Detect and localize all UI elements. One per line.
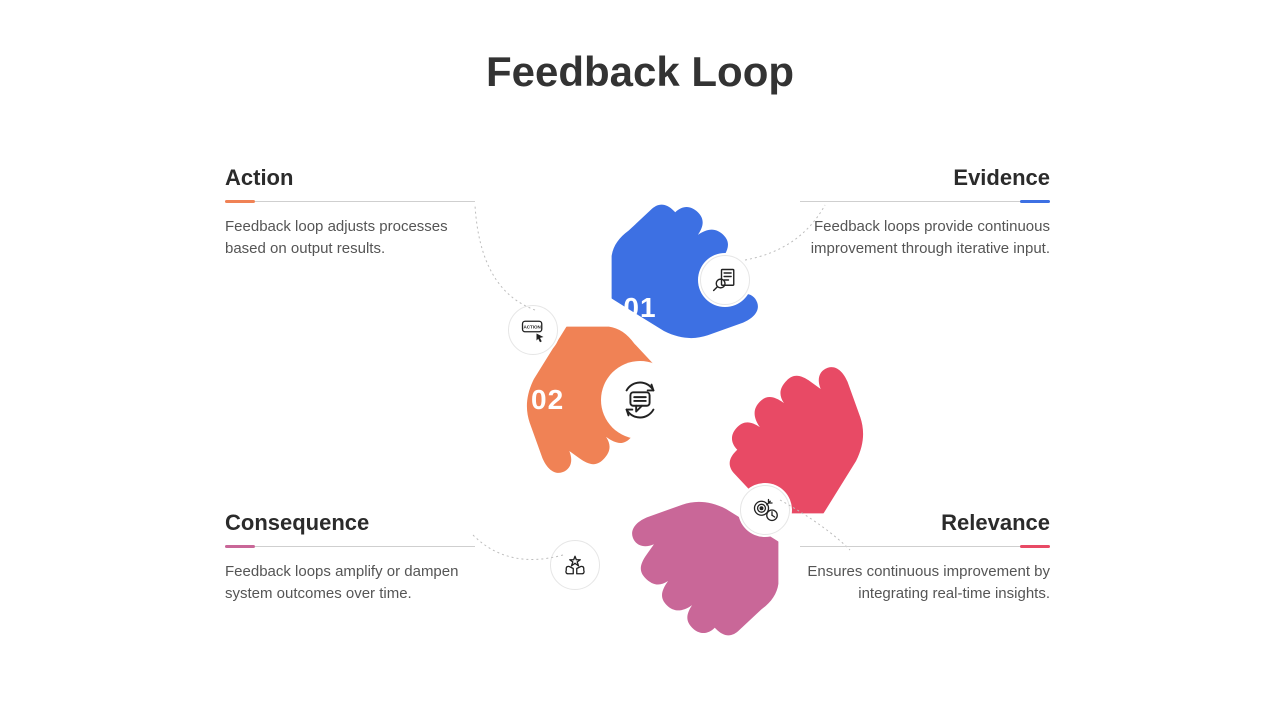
consequence-accent	[225, 545, 255, 548]
page-title: Feedback Loop	[0, 48, 1280, 96]
action-badge: ACTION	[508, 305, 558, 355]
block-action: Action Feedback loop adjusts processes b…	[225, 165, 475, 260]
segment-number-01: 01	[623, 292, 656, 324]
evidence-desc: Feedback loops provide continuous improv…	[800, 216, 1050, 260]
center-circle	[601, 361, 679, 439]
segment-number-04: 04	[716, 384, 749, 416]
feedback-cycle-icon	[617, 377, 663, 423]
consequence-rule	[225, 546, 475, 547]
relevance-badge	[740, 485, 790, 535]
svg-text:ACTION: ACTION	[523, 325, 540, 330]
block-evidence: Evidence Feedback loops provide continuo…	[800, 165, 1050, 260]
action-click-icon: ACTION	[519, 316, 547, 344]
consequence-desc: Feedback loops amplify or dampen system …	[225, 561, 475, 605]
action-desc: Feedback loop adjusts processes based on…	[225, 216, 475, 260]
magnify-doc-icon	[711, 266, 739, 294]
relevance-desc: Ensures continuous improvement by integr…	[800, 561, 1050, 605]
action-heading: Action	[225, 165, 475, 191]
consequence-badge	[550, 540, 600, 590]
consequence-heading: Consequence	[225, 510, 475, 536]
evidence-accent	[1020, 200, 1050, 203]
hands-diagram: 01 02 03 04	[430, 190, 850, 610]
relevance-heading: Relevance	[800, 510, 1050, 536]
segment-number-03: 03	[623, 476, 656, 508]
evidence-rule	[800, 201, 1050, 202]
action-rule	[225, 201, 475, 202]
relevance-accent	[1020, 545, 1050, 548]
block-consequence: Consequence Feedback loops amplify or da…	[225, 510, 475, 605]
evidence-heading: Evidence	[800, 165, 1050, 191]
segment-number-02: 02	[531, 384, 564, 416]
target-clock-icon	[751, 496, 779, 524]
hands-star-icon	[561, 551, 589, 579]
relevance-rule	[800, 546, 1050, 547]
action-accent	[225, 200, 255, 203]
block-relevance: Relevance Ensures continuous improvement…	[800, 510, 1050, 605]
evidence-badge	[700, 255, 750, 305]
